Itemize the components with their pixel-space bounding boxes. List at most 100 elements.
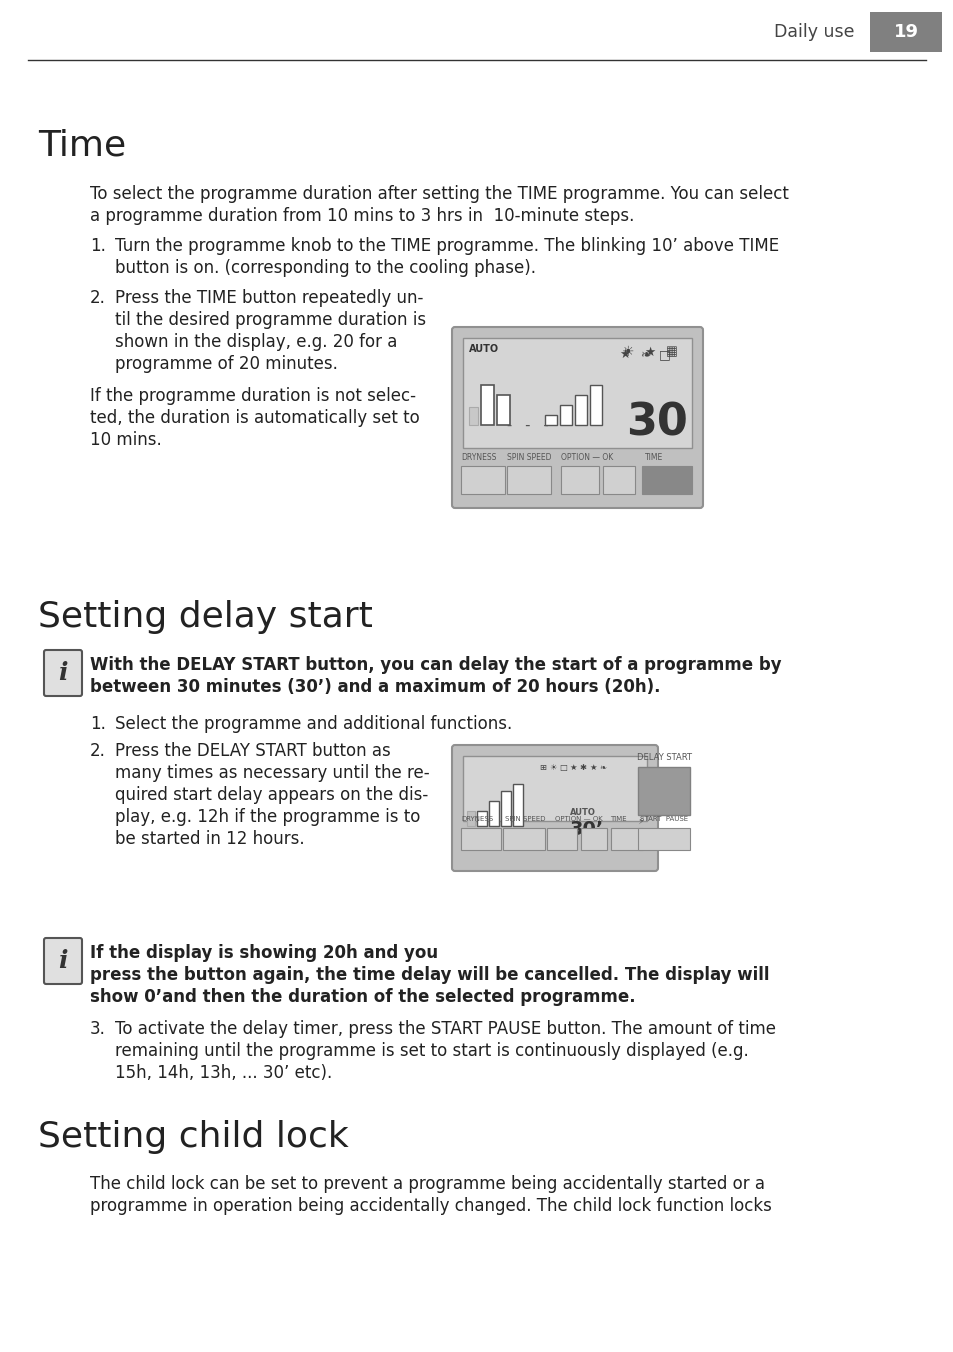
Text: OPTION — OK: OPTION — OK	[560, 453, 613, 462]
Text: MIN: MIN	[467, 831, 483, 840]
Text: With the DELAY START button, you can delay the start of a programme by: With the DELAY START button, you can del…	[90, 656, 781, 675]
Text: button is on. (corresponding to the cooling phase).: button is on. (corresponding to the cool…	[115, 260, 536, 277]
Text: ☀: ☀	[549, 763, 557, 772]
Text: ❧: ❧	[639, 347, 650, 361]
Text: 2.: 2.	[90, 742, 106, 760]
Text: ted, the duration is automatically set to: ted, the duration is automatically set t…	[90, 410, 419, 427]
Text: START  PAUSE: START PAUSE	[639, 817, 687, 822]
Text: □: □	[558, 763, 566, 772]
Bar	[469, 407, 477, 425]
Text: ✱: ✱	[578, 763, 586, 772]
Text: Time: Time	[38, 128, 126, 162]
Bar	[489, 800, 498, 826]
Bar	[638, 767, 689, 815]
Text: between 30 minutes (30’) and a maximum of 20 hours (20h).: between 30 minutes (30’) and a maximum o…	[90, 677, 659, 696]
Text: ★: ★	[569, 763, 577, 772]
Text: If the display is showing 20h and you: If the display is showing 20h and you	[90, 944, 437, 963]
Text: Press the DELAY START button as: Press the DELAY START button as	[115, 742, 391, 760]
Bar	[580, 827, 606, 850]
Text: 3.: 3.	[90, 1019, 106, 1038]
Text: Setting delay start: Setting delay start	[38, 600, 373, 634]
Bar	[610, 827, 642, 850]
Text: Turn the programme knob to the TIME programme. The blinking 10’ above TIME: Turn the programme knob to the TIME prog…	[115, 237, 779, 256]
Text: ★: ★	[589, 763, 597, 772]
Bar	[502, 827, 544, 850]
Text: shown in the display, e.g. 20 for a: shown in the display, e.g. 20 for a	[115, 333, 397, 352]
Text: ⚡: ⚡	[637, 817, 643, 826]
Text: many times as necessary until the re-: many times as necessary until the re-	[115, 764, 429, 781]
Text: 30: 30	[625, 402, 687, 445]
Text: TIME: TIME	[609, 817, 626, 822]
Text: To select the programme duration after setting the TIME programme. You can selec: To select the programme duration after s…	[90, 185, 788, 203]
Text: ▦: ▦	[665, 346, 678, 358]
Text: ❧: ❧	[598, 763, 606, 772]
Bar	[589, 385, 601, 425]
Text: - - -: - - -	[522, 831, 560, 844]
Bar	[560, 466, 598, 493]
Bar	[869, 12, 941, 51]
Text: TIME: TIME	[644, 453, 662, 462]
Text: AUTO: AUTO	[469, 343, 498, 354]
Bar	[480, 385, 494, 425]
Text: OPTION — OK: OPTION — OK	[555, 817, 602, 822]
FancyBboxPatch shape	[44, 650, 82, 696]
Bar	[460, 466, 504, 493]
Text: □: □	[659, 347, 670, 361]
Text: - - -: - - -	[504, 418, 550, 433]
Text: AUTO: AUTO	[569, 808, 596, 817]
FancyBboxPatch shape	[452, 745, 658, 871]
Text: SPIN SPEED: SPIN SPEED	[504, 817, 545, 822]
Text: To activate the delay timer, press the START PAUSE button. The amount of time: To activate the delay timer, press the S…	[115, 1019, 775, 1038]
Text: i: i	[58, 949, 68, 973]
Text: play, e.g. 12h if the programme is to: play, e.g. 12h if the programme is to	[115, 808, 420, 826]
Text: 10 mins.: 10 mins.	[90, 431, 162, 449]
Bar	[506, 466, 551, 493]
Text: The child lock can be set to prevent a programme being accidentally started or a: The child lock can be set to prevent a p…	[90, 1175, 764, 1192]
Bar	[546, 827, 577, 850]
Text: til the desired programme duration is: til the desired programme duration is	[115, 311, 426, 329]
Bar	[575, 395, 586, 425]
Text: quired start delay appears on the dis-: quired start delay appears on the dis-	[115, 786, 428, 804]
Bar	[641, 466, 691, 493]
Text: DRYNESS: DRYNESS	[460, 817, 493, 822]
Text: i: i	[58, 661, 68, 685]
Text: Press the TIME button repeatedly un-: Press the TIME button repeatedly un-	[115, 289, 423, 307]
Text: press the button again, the time delay will be cancelled. The display will: press the button again, the time delay w…	[90, 965, 769, 984]
Bar	[476, 811, 486, 826]
Text: 2.: 2.	[90, 289, 106, 307]
Bar	[460, 827, 500, 850]
Text: Setting child lock: Setting child lock	[38, 1119, 349, 1155]
Text: ⊞: ⊞	[539, 763, 546, 772]
FancyBboxPatch shape	[462, 756, 646, 821]
Text: 19: 19	[893, 23, 918, 41]
Bar	[544, 415, 557, 425]
Text: 1.: 1.	[90, 715, 106, 733]
FancyBboxPatch shape	[462, 338, 691, 448]
Text: Daily use: Daily use	[774, 23, 854, 41]
Text: programme of 20 minutes.: programme of 20 minutes.	[115, 356, 337, 373]
FancyBboxPatch shape	[44, 938, 82, 984]
Text: 30’: 30’	[569, 821, 603, 840]
Text: Select the programme and additional functions.: Select the programme and additional func…	[115, 715, 512, 733]
Text: DELAY START: DELAY START	[637, 753, 692, 763]
Text: DRYNESS: DRYNESS	[460, 453, 496, 462]
Text: programme in operation being accidentally changed. The child lock function locks: programme in operation being accidentall…	[90, 1197, 771, 1215]
Bar	[513, 784, 522, 826]
Bar	[497, 395, 510, 425]
Text: SPIN SPEED: SPIN SPEED	[506, 453, 551, 462]
FancyBboxPatch shape	[452, 327, 702, 508]
Text: a programme duration from 10 mins to 3 hrs in  10-minute steps.: a programme duration from 10 mins to 3 h…	[90, 207, 634, 224]
Text: be started in 12 hours.: be started in 12 hours.	[115, 830, 304, 848]
Bar	[638, 827, 689, 850]
Text: ☀: ☀	[621, 345, 634, 360]
Bar	[467, 811, 475, 826]
Text: remaining until the programme is set to start is continuously displayed (e.g.: remaining until the programme is set to …	[115, 1042, 748, 1060]
Text: ★: ★	[618, 347, 630, 361]
Text: ★: ★	[643, 346, 655, 358]
Bar	[559, 406, 572, 425]
Bar	[602, 466, 635, 493]
Text: If the programme duration is not selec-: If the programme duration is not selec-	[90, 387, 416, 406]
Bar	[500, 791, 511, 826]
Text: show 0’and then the duration of the selected programme.: show 0’and then the duration of the sele…	[90, 988, 635, 1006]
Text: 15h, 14h, 13h, ... 30’ etc).: 15h, 14h, 13h, ... 30’ etc).	[115, 1064, 332, 1082]
